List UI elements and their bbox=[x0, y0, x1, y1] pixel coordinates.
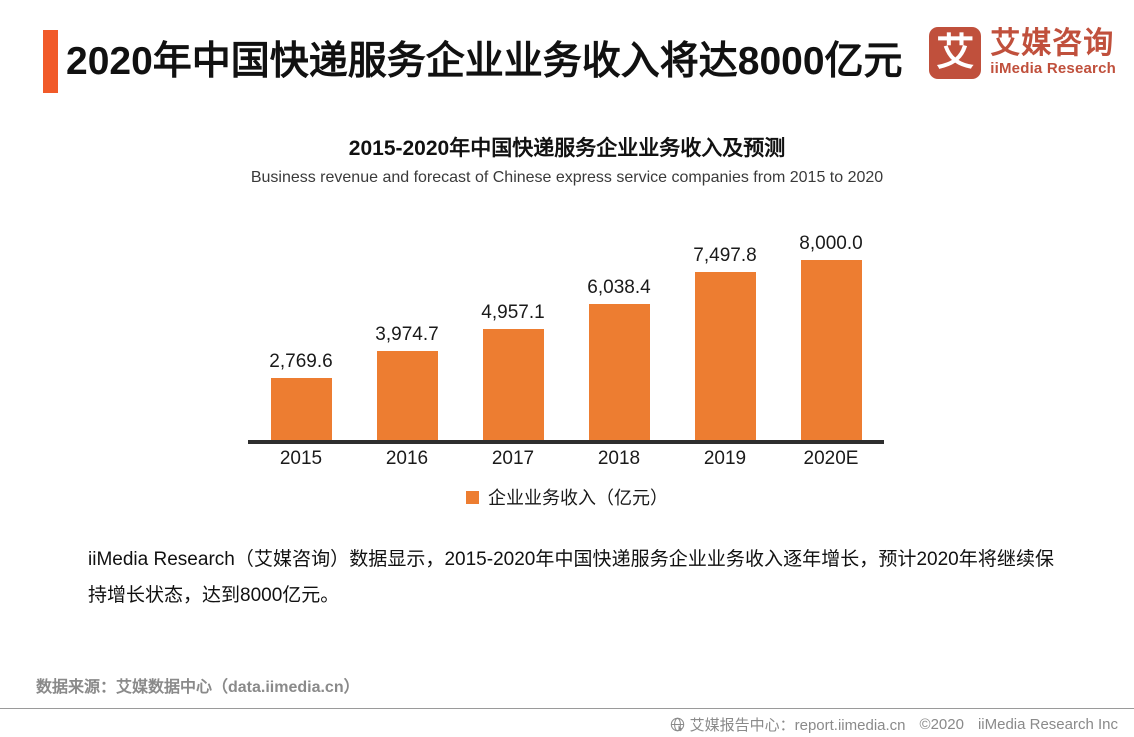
bar-slot: 3,974.7 bbox=[354, 212, 460, 440]
logo-name-cn: 艾媒咨询 bbox=[990, 27, 1115, 60]
footer-divider bbox=[0, 708, 1134, 709]
bar[interactable] bbox=[482, 329, 544, 440]
page-footer: 艾媒报告中心：report.iimedia.cn ©2020 iiMedia R… bbox=[670, 714, 1118, 735]
x-axis-tick-label: 2016 bbox=[385, 448, 429, 469]
footer-company: iiMedia Research Inc bbox=[977, 716, 1118, 733]
chart-plot-area: 2,769.6 3,974.7 4,957.1 6,038.4 7,497.8 8,000… bbox=[248, 212, 884, 444]
bar[interactable] bbox=[270, 378, 332, 440]
bar-slot: 8,000.0 bbox=[778, 212, 884, 440]
globe-icon bbox=[670, 717, 685, 732]
bar-slot: 4,957.1 bbox=[460, 212, 566, 440]
bar-value-label: 6,038.4 bbox=[587, 277, 651, 298]
title-accent-bar bbox=[43, 30, 58, 93]
data-source-note: 数据来源：艾媒数据中心（data.iimedia.cn） bbox=[36, 679, 360, 696]
x-axis-tick-label: 2015 bbox=[279, 448, 323, 469]
bar[interactable] bbox=[694, 272, 756, 440]
bar-slot: 7,497.8 bbox=[672, 212, 778, 440]
page-title: 2020年中国快递服务企业业务收入将达8000亿元 bbox=[66, 40, 903, 83]
logo-mark-icon: 艾 bbox=[929, 27, 982, 79]
footer-report-center: 艾媒报告中心：report.iimedia.cn bbox=[689, 717, 906, 734]
bar[interactable] bbox=[800, 260, 862, 440]
chart-x-axis-line bbox=[248, 440, 884, 444]
chart-legend: 企业业务收入（亿元） bbox=[0, 484, 1134, 510]
bar-value-label: 2,769.6 bbox=[269, 351, 333, 372]
bar-value-label: 8,000.0 bbox=[799, 233, 863, 254]
footer-copyright: ©2020 bbox=[919, 716, 964, 733]
logo-wordmark: 艾媒咨询 iiMedia Research bbox=[990, 28, 1116, 78]
x-axis-tick-label: 2018 bbox=[597, 448, 641, 469]
legend-swatch-icon bbox=[466, 490, 479, 504]
brand-logo: 艾 艾媒咨询 iiMedia Research bbox=[929, 22, 1116, 84]
x-axis-tick-label: 2020E bbox=[803, 448, 859, 469]
bar-series: 2,769.6 3,974.7 4,957.1 6,038.4 7,497.8 8,000… bbox=[248, 212, 884, 440]
chart-container: 2015-2020年中国快递服务企业业务收入及预测 Business reven… bbox=[0, 112, 1134, 522]
bar-slot: 6,038.4 bbox=[566, 212, 672, 440]
logo-name-en: iiMedia Research bbox=[990, 60, 1116, 77]
legend-label: 企业业务收入（亿元） bbox=[488, 488, 668, 508]
bar-slot: 2,769.6 bbox=[248, 212, 354, 440]
x-axis-tick-label: 2019 bbox=[703, 448, 747, 469]
analysis-paragraph: iiMedia Research（艾媒咨询）数据显示，2015-2020年中国快… bbox=[88, 549, 1054, 606]
chart-x-axis-labels: 2015 2016 2017 2018 2019 2020E bbox=[248, 448, 884, 470]
bar-value-label: 4,957.1 bbox=[481, 302, 545, 323]
bar[interactable] bbox=[376, 351, 438, 440]
chart-title: 2015-2020年中国快递服务企业业务收入及预测 bbox=[348, 137, 786, 160]
x-axis-tick-label: 2017 bbox=[491, 448, 535, 469]
chart-subtitle: Business revenue and forecast of Chinese… bbox=[250, 169, 884, 186]
bar-value-label: 3,974.7 bbox=[375, 324, 439, 345]
bar[interactable] bbox=[588, 304, 650, 440]
bar-value-label: 7,497.8 bbox=[693, 245, 757, 266]
page-header: 2020年中国快递服务企业业务收入将达8000亿元 艾 艾媒咨询 iiMedia… bbox=[0, 0, 1134, 110]
